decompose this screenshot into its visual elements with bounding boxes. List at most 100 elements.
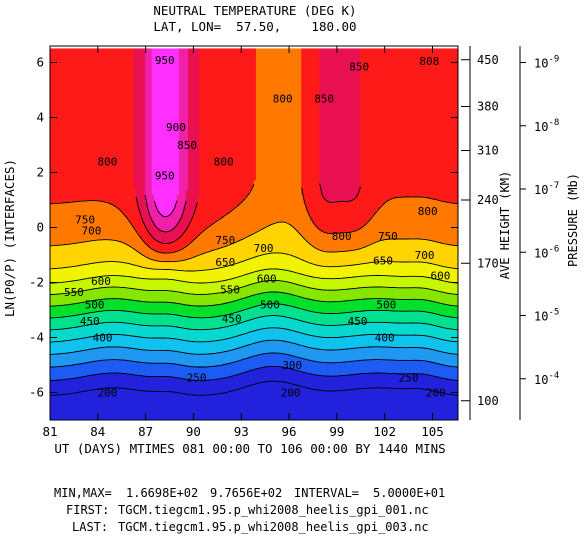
contour-band-cell <box>405 333 409 348</box>
x-tick-label: 99 <box>329 424 344 439</box>
x-axis-label: UT (DAYS) MTIMES 081 00:00 TO 106 00:00 … <box>54 441 445 456</box>
contour-band-cell <box>283 269 287 282</box>
contour-band-cell <box>353 287 357 300</box>
contour-band-cell <box>342 250 345 267</box>
contour-band-cell <box>106 274 110 288</box>
contour-band-cell <box>328 232 332 252</box>
contour-band-cell <box>414 298 418 311</box>
contour-band-cell <box>206 48 209 228</box>
contour-band-cell <box>391 321 395 335</box>
contour-band-cell <box>51 365 55 381</box>
contour-band-cell <box>373 309 377 323</box>
contour-band-cell <box>165 269 169 279</box>
contour-band-cell <box>405 359 409 375</box>
contour-band-cell <box>317 361 321 376</box>
contour-band-cell <box>167 349 171 364</box>
contour-band-cell <box>163 277 166 291</box>
contour-band-cell <box>74 303 78 315</box>
contour-band-cell <box>353 275 357 289</box>
contour-band-cell <box>167 261 171 270</box>
contour-band-cell <box>81 362 85 377</box>
contour-band-cell <box>147 337 151 350</box>
contour-band-cell <box>346 231 350 251</box>
contour-band-cell <box>176 222 180 239</box>
contour-band-cell <box>382 359 386 373</box>
contour-band-cell <box>122 321 126 335</box>
contour-label: 800 <box>418 205 438 218</box>
contour-band-cell <box>294 295 298 307</box>
contour-band-cell <box>362 48 366 226</box>
contour-band-cell <box>412 48 416 198</box>
contour-band-cell <box>299 273 302 285</box>
contour-band-cell <box>339 250 343 267</box>
contour-band-cell <box>289 293 293 306</box>
contour-band-cell <box>450 365 454 380</box>
contour-band-cell <box>271 352 275 367</box>
contour-band-cell <box>140 238 144 255</box>
contour-band-cell <box>287 341 291 355</box>
contour-band-cell <box>337 324 341 337</box>
contour-band-cell <box>235 322 239 336</box>
contour-band-cell <box>183 281 187 293</box>
contour-band-cell <box>165 48 169 217</box>
contour-band-cell <box>187 304 191 317</box>
contour-band-cell <box>412 275 416 288</box>
contour-band-cell <box>210 293 214 305</box>
contour-band-cell <box>197 254 200 271</box>
contour-band-cell <box>353 230 357 250</box>
contour-band-cell <box>423 261 427 277</box>
contour-band-cell <box>280 252 284 270</box>
contour-band-cell <box>219 217 223 248</box>
contour-band-cell <box>319 249 323 266</box>
contour-band-cell <box>403 196 407 239</box>
contour-band-cell <box>163 289 166 302</box>
contour-band-cell <box>258 281 262 294</box>
contour-band-cell <box>378 346 382 360</box>
contour-band-cell <box>362 321 366 335</box>
contour-band-cell <box>79 350 83 364</box>
contour-band-cell <box>224 278 228 292</box>
contour-band-cell <box>364 245 368 263</box>
contour-band-cell <box>323 324 327 337</box>
contour-band-cell <box>292 306 296 318</box>
contour-band-cell <box>405 238 409 262</box>
contour-band-cell <box>430 324 434 337</box>
contour-band-cell <box>178 270 182 281</box>
contour-band-cell <box>76 241 80 266</box>
contour-band-cell <box>423 347 427 361</box>
contour-band-cell <box>271 222 275 254</box>
contour-line-250 <box>49 365 459 382</box>
contour-band-cell <box>65 243 69 268</box>
contour-band-cell <box>187 316 191 329</box>
contour-band-cell <box>122 359 126 373</box>
contour-band-cell <box>67 364 71 379</box>
contour-label: 500 <box>376 299 396 312</box>
contour-band-cell <box>428 299 432 313</box>
contour-band-cell <box>63 281 67 293</box>
contour-band-cell <box>215 220 219 249</box>
contour-band-cell <box>444 48 447 202</box>
contour-band-cell <box>67 292 71 305</box>
contour-band-cell <box>301 296 305 310</box>
contour-band-cell <box>235 335 239 349</box>
contour-band-cell <box>362 262 366 277</box>
contour-band-cell <box>63 292 67 305</box>
contour-band-cell <box>428 361 432 376</box>
contour-band-cell <box>346 276 350 289</box>
contour-band-cell <box>362 298 366 311</box>
contour-band-cell <box>192 316 196 329</box>
contour-band-cell <box>394 197 398 239</box>
contour-band-cell <box>85 48 89 201</box>
contour-band-cell <box>49 244 53 269</box>
contour-band-cell <box>407 347 411 360</box>
contour-band-cell <box>153 267 157 279</box>
contour-band-cell <box>394 359 398 373</box>
contour-band-cell <box>104 239 107 262</box>
contour-band-cell <box>187 352 191 367</box>
contour-band-cell <box>435 362 438 377</box>
contour-band-cell <box>323 48 327 200</box>
contour-band-cell <box>81 289 85 303</box>
contour-band-cell <box>378 261 382 276</box>
contour-band-cell <box>70 48 73 202</box>
contour-band-cell <box>85 349 89 362</box>
